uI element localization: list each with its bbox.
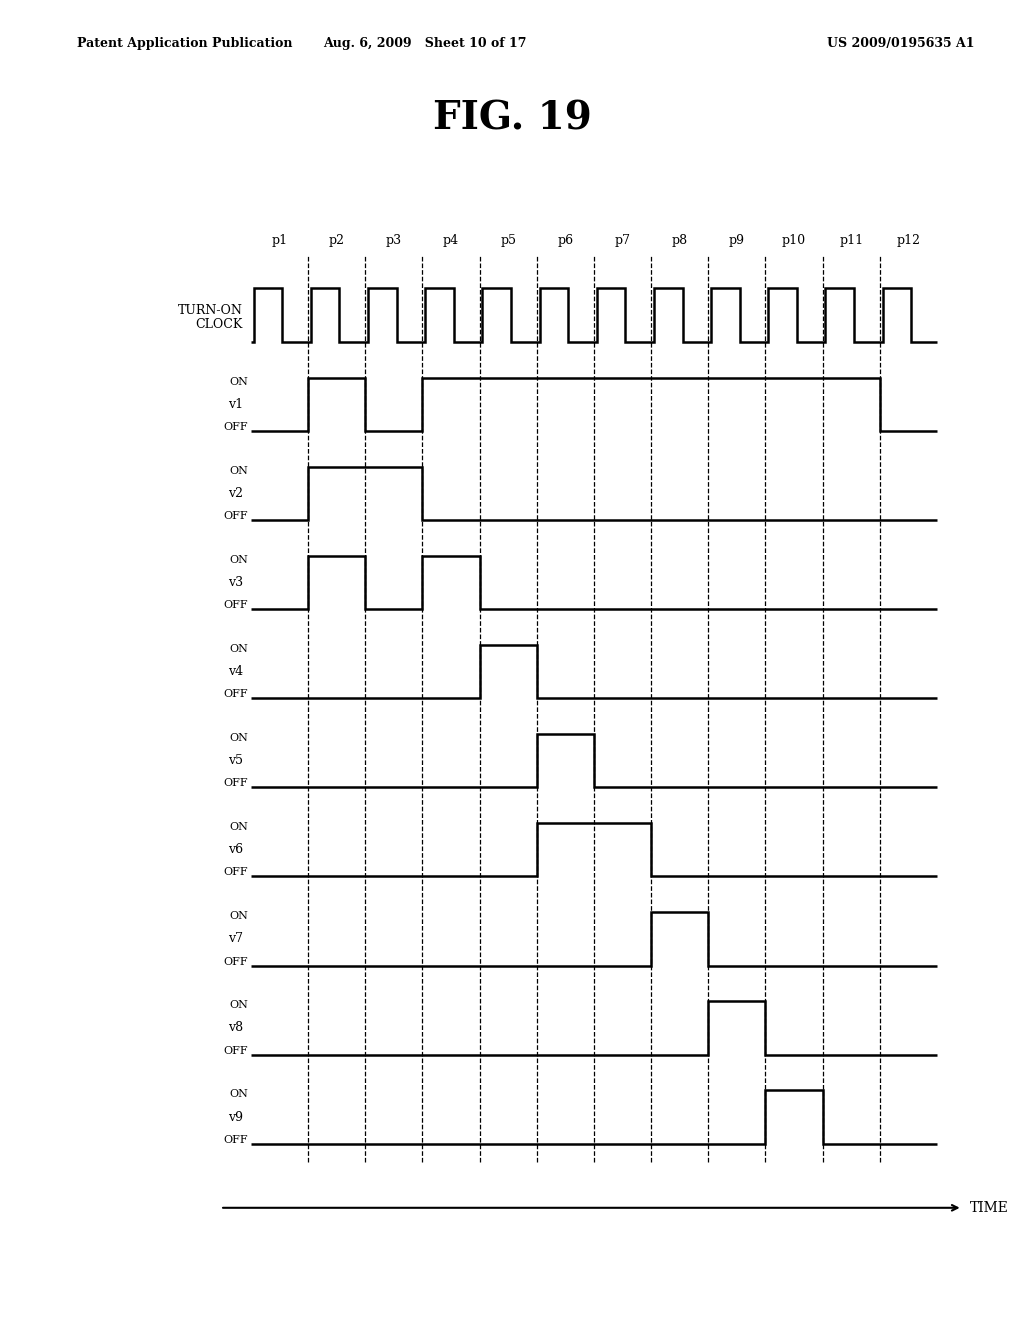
Text: v9: v9	[227, 1110, 243, 1123]
Text: TIME: TIME	[970, 1201, 1009, 1214]
Text: v3: v3	[227, 576, 243, 589]
Text: OFF: OFF	[223, 601, 248, 610]
Text: OFF: OFF	[223, 422, 248, 432]
Text: ON: ON	[229, 554, 248, 565]
Text: v4: v4	[227, 665, 243, 678]
Text: ON: ON	[229, 733, 248, 743]
Text: p9: p9	[729, 234, 744, 247]
Text: ON: ON	[229, 911, 248, 921]
Text: p1: p1	[271, 234, 288, 247]
Text: ON: ON	[229, 1089, 248, 1100]
Text: OFF: OFF	[223, 1135, 248, 1144]
Text: Patent Application Publication: Patent Application Publication	[77, 37, 292, 50]
Text: p12: p12	[896, 234, 921, 247]
Text: ON: ON	[229, 466, 248, 475]
Text: OFF: OFF	[223, 689, 248, 700]
Text: p7: p7	[614, 234, 631, 247]
Text: ON: ON	[229, 644, 248, 653]
Text: OFF: OFF	[223, 1045, 248, 1056]
Text: p10: p10	[782, 234, 806, 247]
Text: TURN-ON: TURN-ON	[178, 304, 243, 317]
Text: v2: v2	[227, 487, 243, 500]
Text: v1: v1	[227, 397, 243, 411]
Text: CLOCK: CLOCK	[196, 318, 243, 330]
Text: ON: ON	[229, 822, 248, 832]
Text: OFF: OFF	[223, 779, 248, 788]
Text: p11: p11	[839, 234, 863, 247]
Text: OFF: OFF	[223, 511, 248, 521]
Text: ON: ON	[229, 376, 248, 387]
Text: p2: p2	[329, 234, 345, 247]
Text: p6: p6	[557, 234, 573, 247]
Text: p4: p4	[443, 234, 459, 247]
Text: OFF: OFF	[223, 957, 248, 966]
Text: v6: v6	[227, 843, 243, 857]
Text: US 2009/0195635 A1: US 2009/0195635 A1	[827, 37, 975, 50]
Text: Aug. 6, 2009   Sheet 10 of 17: Aug. 6, 2009 Sheet 10 of 17	[324, 37, 526, 50]
Text: v7: v7	[227, 932, 243, 945]
Text: p8: p8	[672, 234, 688, 247]
Text: p5: p5	[500, 234, 516, 247]
Text: p3: p3	[386, 234, 401, 247]
Text: v5: v5	[227, 754, 243, 767]
Text: ON: ON	[229, 1001, 248, 1010]
Text: OFF: OFF	[223, 867, 248, 878]
Text: FIG. 19: FIG. 19	[432, 100, 592, 137]
Text: v8: v8	[227, 1022, 243, 1035]
